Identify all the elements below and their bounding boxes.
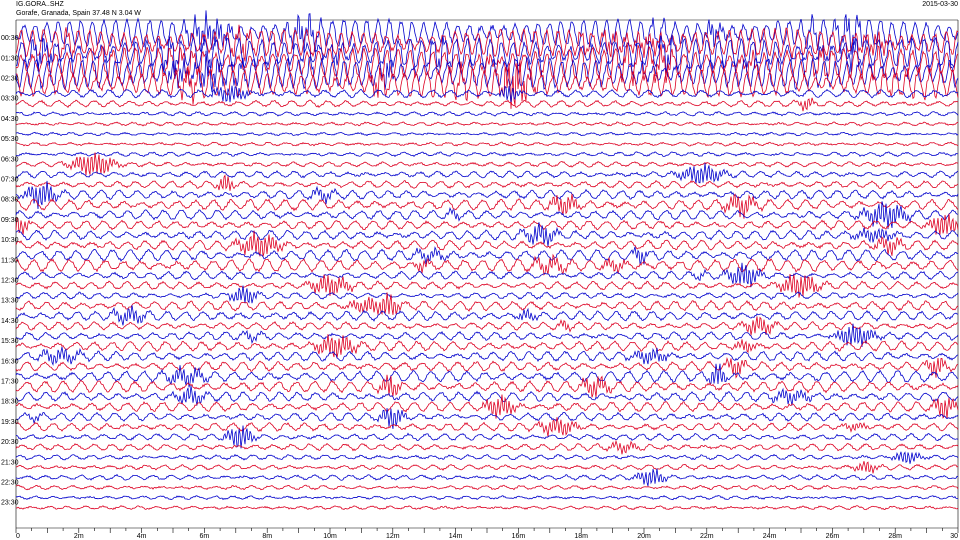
row-label-3: 03:30 [1, 96, 19, 103]
trace-23 [15, 253, 959, 276]
x-tick-label: 26m [826, 533, 840, 540]
trace-16 [15, 180, 959, 209]
x-tick-label: 12m [386, 533, 400, 540]
trace-40 [15, 425, 959, 449]
x-tick-label: 10m [323, 533, 337, 540]
trace-19 [15, 213, 959, 236]
trace-17 [15, 193, 959, 219]
trace-12 [15, 151, 959, 158]
trace-5 [15, 59, 959, 109]
x-tick-label: 20m [637, 533, 651, 540]
trace-21 [15, 230, 959, 257]
trace-32 [15, 346, 959, 367]
row-label-16: 16:30 [1, 358, 19, 365]
trace-26 [15, 285, 959, 304]
trace-33 [15, 357, 959, 379]
x-tick-label: 18m [574, 533, 588, 540]
x-tick-label: 24m [763, 533, 777, 540]
trace-7 [15, 97, 959, 112]
row-label-14: 14:30 [1, 318, 19, 325]
trace-group [15, 10, 959, 511]
row-label-12: 12:30 [1, 277, 19, 284]
trace-15 [15, 174, 959, 191]
trace-31 [15, 334, 959, 359]
row-label-18: 18:30 [1, 399, 19, 406]
trace-35 [15, 374, 959, 398]
x-tick-label: 2m [74, 533, 84, 540]
station-location: Gorafe, Granada, Spain 37.48 N 3.04 W [16, 10, 141, 17]
x-tick-label: 28m [888, 533, 902, 540]
row-label-22: 22:30 [1, 479, 19, 486]
row-label-23: 23:30 [1, 500, 19, 507]
station-code: IG.GORA..SHZ [16, 1, 64, 8]
trace-39 [15, 417, 959, 437]
trace-30 [15, 323, 959, 347]
x-tick-label: 6m [200, 533, 210, 540]
row-label-6: 06:30 [1, 156, 19, 163]
trace-25 [15, 274, 959, 298]
trace-34 [15, 363, 959, 388]
row-label-13: 13:30 [1, 298, 19, 305]
trace-41 [15, 439, 959, 455]
row-label-15: 15:30 [1, 338, 19, 345]
x-tick-label: 22m [700, 533, 714, 540]
trace-10 [15, 131, 959, 137]
x-tick-label: 14m [449, 533, 463, 540]
trace-46 [15, 495, 959, 501]
x-tick-label: 30 [950, 533, 958, 540]
trace-42 [15, 451, 959, 464]
trace-27 [15, 292, 959, 316]
row-label-21: 21:30 [1, 459, 19, 466]
row-labels-group: 00:30 01:30 02:30 03:30 04:30 05:30 06:30 07:30… [1, 35, 19, 507]
plot-frame [15, 19, 959, 528]
trace-44 [15, 468, 959, 487]
trace-37 [15, 394, 959, 419]
trace-24 [15, 262, 959, 288]
row-label-0: 00:30 [1, 35, 19, 42]
trace-8 [15, 111, 959, 117]
x-tick-label: 16m [512, 533, 526, 540]
row-label-7: 07:30 [1, 176, 19, 183]
row-label-5: 05:30 [1, 136, 19, 143]
x-axis: 0 2m 4m 6m 8m 10m 12m 14m 16m 18m 20m 22m 24m 26m 28m 3… [15, 527, 959, 540]
trace-9 [15, 121, 959, 127]
trace-45 [15, 484, 959, 491]
trace-20 [15, 222, 959, 247]
x-tick-label: 4m [137, 533, 147, 540]
trace-13 [15, 152, 959, 176]
trace-0 [15, 10, 959, 55]
row-label-19: 19:30 [1, 419, 19, 426]
trace-47 [15, 505, 959, 511]
trace-6 [15, 85, 959, 103]
trace-29 [15, 316, 959, 336]
row-label-2: 02:30 [1, 75, 19, 82]
row-label-11: 11:30 [1, 257, 18, 264]
row-label-4: 04:30 [1, 116, 19, 123]
row-label-1: 01:30 [1, 55, 19, 62]
row-label-8: 08:30 [1, 197, 19, 204]
row-label-20: 20:30 [1, 439, 19, 446]
x-tick-label: 0 [16, 533, 20, 540]
trace-28 [15, 305, 959, 326]
row-label-17: 17:30 [1, 378, 19, 385]
trace-22 [15, 246, 959, 266]
row-label-10: 10:30 [1, 237, 19, 244]
trace-43 [16, 461, 959, 474]
x-tick-label: 8m [262, 533, 272, 540]
trace-11 [15, 141, 959, 147]
trace-4 [15, 50, 959, 93]
date-label: 2015-03-30 [922, 1, 958, 8]
trace-18 [15, 201, 959, 230]
row-label-9: 09:30 [1, 217, 19, 224]
trace-14 [15, 162, 959, 184]
trace-38 [15, 408, 959, 429]
